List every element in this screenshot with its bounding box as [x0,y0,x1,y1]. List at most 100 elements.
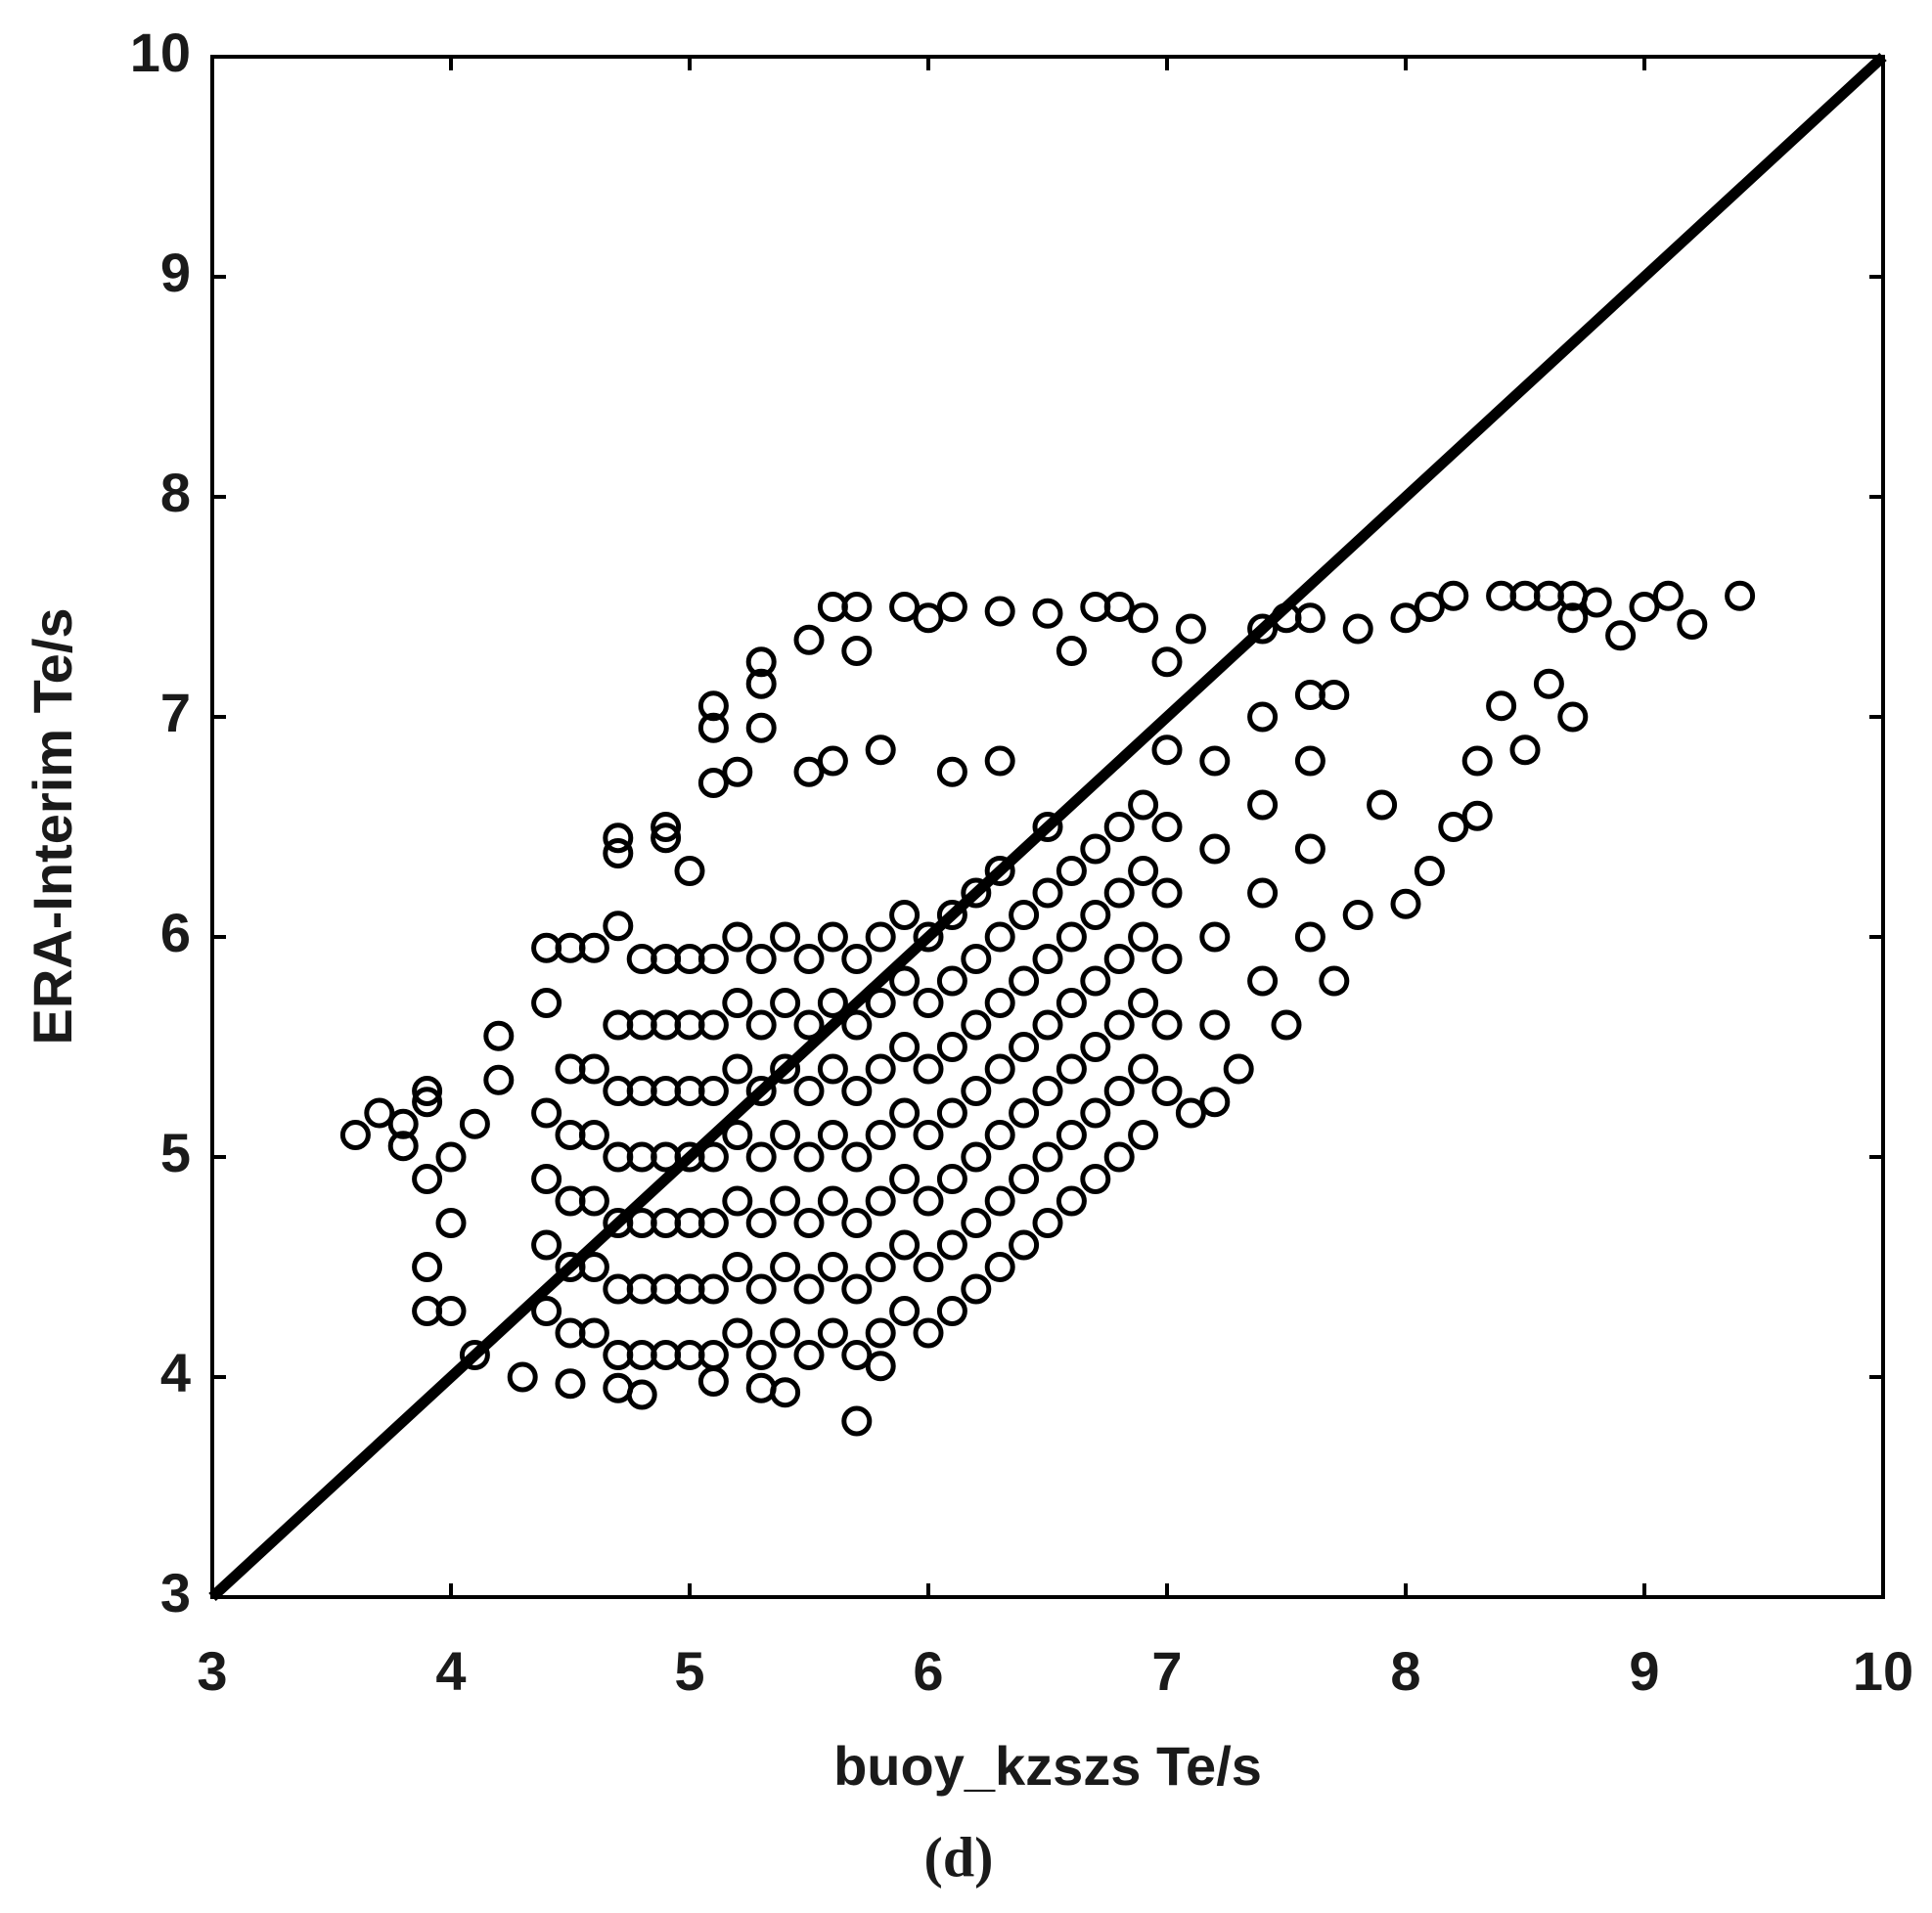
scatter-point [793,1141,825,1173]
scatter-point [578,1317,609,1349]
scatter-point [770,1185,801,1217]
x-tick-label: 8 [1390,1640,1420,1702]
scatter-point [459,1108,490,1139]
scatter-point [817,1053,848,1085]
scatter-point [745,1009,777,1041]
scatter-point [1056,1185,1087,1217]
scatter-point [435,1296,467,1326]
scatter-point [770,1252,801,1282]
scatter-point [1151,877,1183,909]
x-tick-label: 7 [1151,1640,1182,1702]
scatter-point [865,988,896,1018]
scatter-point [722,756,753,787]
scatter-point [936,965,967,997]
scatter-point [913,1252,944,1282]
scatter-point [578,1185,609,1217]
y-tick-label: 10 [130,22,191,83]
scatter-point [865,1351,896,1382]
scatter-point [722,1317,753,1349]
scatter-point [841,1208,873,1238]
scatter-point [770,988,801,1018]
scatter-point [1032,877,1063,909]
scatter-point [1342,613,1373,645]
scatter-point [1032,812,1063,842]
scatter-point [1103,1076,1135,1106]
scatter-point [936,1296,967,1326]
scatter-point [1151,1076,1183,1106]
y-tick-label: 3 [160,1562,191,1624]
scatter-point [817,988,848,1018]
x-tick-label: 9 [1629,1640,1659,1702]
scatter-point [697,1141,729,1173]
scatter-point [1128,1120,1159,1150]
scatter-point [913,988,944,1018]
scatter-point [745,1141,777,1173]
scatter-point [1032,1076,1063,1106]
scatter-point [578,1120,609,1150]
scatter-point [961,877,992,909]
scatter-point [865,921,896,953]
scatter-point [1557,701,1589,733]
scatter-point [1438,580,1469,611]
scatter-point [889,900,921,930]
scatter-point [1080,833,1111,865]
scatter-point [936,592,967,622]
scatter-point [770,1120,801,1150]
scatter-point [1103,1141,1135,1173]
y-tick-label: 6 [160,902,191,963]
plot-frame [210,55,1885,1599]
scatter-point [961,1076,992,1106]
scatter-point [1032,1141,1063,1173]
scatter-point [1080,900,1111,930]
scatter-point [697,944,729,974]
scatter-point [1247,613,1279,645]
scatter-point [412,1164,443,1194]
scatter-point [412,1252,443,1282]
scatter-point [1414,592,1445,622]
scatter-point [889,1296,921,1326]
scatter-point [483,1020,515,1051]
scatter-point [984,596,1015,627]
scatter-point [1056,921,1087,953]
scatter-point [984,1120,1015,1150]
scatter-point [817,1185,848,1217]
scatter-point [387,1131,419,1162]
scatter-point [1438,812,1469,842]
scatter-point [841,592,873,622]
scatter-point [936,1032,967,1062]
scatter-point [1151,1009,1183,1041]
scatter-point [697,690,729,722]
scatter-point [697,712,729,743]
scatter-point [651,812,682,842]
scatter-point [745,646,777,678]
scatter-point [913,1120,944,1150]
scatter-point [745,668,777,699]
scatter-point [339,1120,371,1150]
scatter-point [1247,701,1279,733]
scatter-point [578,1252,609,1282]
scatter-point [817,745,848,777]
scatter-point [1677,609,1708,640]
scatter-point [459,1340,490,1370]
scatter-point [841,1405,873,1437]
scatter-point [1605,620,1637,651]
scatter-point [722,1053,753,1085]
scatter-point [793,756,825,787]
x-axis-label: buoy_kzszs Te/s [833,1735,1262,1797]
scatter-point [817,1120,848,1150]
scatter-point [531,1229,562,1261]
scatter-point [745,712,777,743]
x-tick-label: 5 [674,1640,704,1702]
scatter-point [745,1372,777,1403]
scatter-point [817,1252,848,1282]
scatter-point [1032,598,1063,629]
x-tick-label: 3 [197,1640,227,1702]
scatter-point [722,1252,753,1282]
scatter-point [1294,921,1325,953]
scatter-point [1128,988,1159,1018]
scatter-point [412,1087,443,1118]
scatter-point [1342,900,1373,930]
scatter-point [1080,1164,1111,1194]
scatter-point [984,988,1015,1018]
